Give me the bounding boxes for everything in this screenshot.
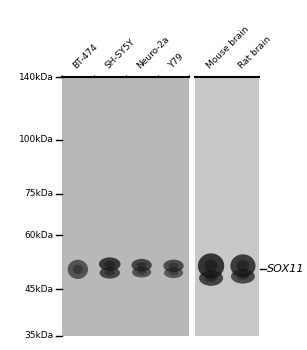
Text: Y79: Y79 <box>167 52 185 70</box>
Ellipse shape <box>237 260 249 272</box>
Ellipse shape <box>68 260 88 279</box>
Ellipse shape <box>73 265 83 274</box>
Ellipse shape <box>169 270 178 275</box>
Ellipse shape <box>164 267 183 278</box>
Text: 140kDa: 140kDa <box>19 72 53 82</box>
Text: SH-SY5Y: SH-SY5Y <box>103 37 137 70</box>
Ellipse shape <box>237 273 249 280</box>
Ellipse shape <box>99 267 120 279</box>
Text: 100kDa: 100kDa <box>19 135 53 144</box>
Ellipse shape <box>230 254 255 278</box>
Ellipse shape <box>132 267 151 278</box>
Ellipse shape <box>137 270 146 275</box>
Ellipse shape <box>163 260 184 272</box>
Text: 45kDa: 45kDa <box>25 285 53 294</box>
Ellipse shape <box>131 259 152 271</box>
Text: 75kDa: 75kDa <box>24 189 53 198</box>
Ellipse shape <box>205 274 217 282</box>
Bar <box>62 77 189 336</box>
Ellipse shape <box>204 260 218 272</box>
Ellipse shape <box>198 253 224 278</box>
Text: Neuro-2a: Neuro-2a <box>135 34 171 70</box>
Ellipse shape <box>105 270 115 276</box>
Text: Rat brain: Rat brain <box>237 34 272 70</box>
Text: 35kDa: 35kDa <box>24 331 53 341</box>
Text: BT-474: BT-474 <box>72 42 100 70</box>
Ellipse shape <box>99 257 121 271</box>
Ellipse shape <box>137 262 147 268</box>
Bar <box>195 77 259 336</box>
Text: Mouse brain: Mouse brain <box>205 25 250 70</box>
Text: 60kDa: 60kDa <box>24 231 53 240</box>
Text: SOX11: SOX11 <box>267 264 305 274</box>
Ellipse shape <box>169 263 179 269</box>
Ellipse shape <box>199 271 223 286</box>
Ellipse shape <box>104 261 115 267</box>
Ellipse shape <box>231 269 255 284</box>
